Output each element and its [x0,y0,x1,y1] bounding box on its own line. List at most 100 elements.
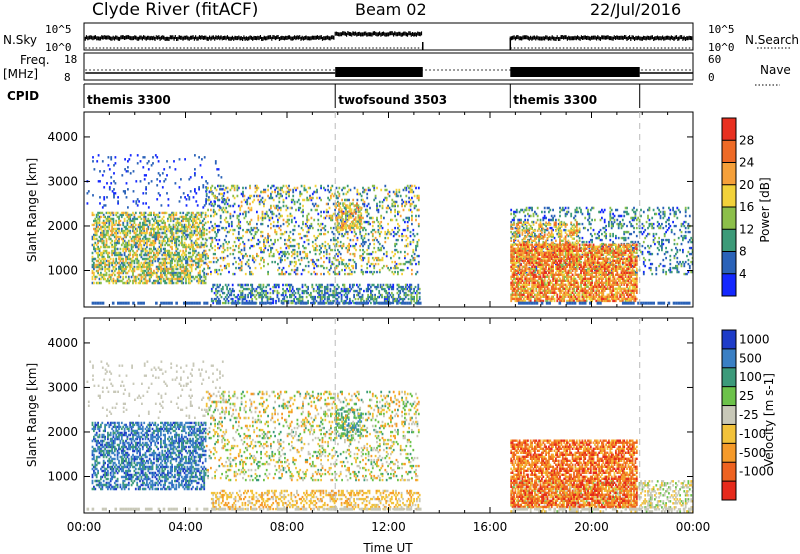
range-cell [203,301,206,305]
range-cell [403,301,407,305]
range-cell [241,301,244,305]
range-cell [566,301,569,305]
nave-tick-bottom: 0 [708,71,715,84]
xtick-label: 08:00 [270,520,305,534]
range-cell [312,507,315,511]
range-cell [162,507,166,511]
range-cell [251,507,255,511]
range-cell [629,507,633,511]
range-cell [662,301,666,305]
nsky-tick-bottom: 10^0 [45,41,72,54]
range-cell [91,301,95,305]
range-cell [127,507,130,511]
nsky-series [84,31,693,41]
range-cell [632,301,635,305]
colorbar-swatch [722,207,736,230]
range-cell [246,301,249,305]
range-cell [317,507,321,511]
range-cell [634,507,638,511]
range-cell [248,301,252,305]
range-cell [530,301,534,305]
freq-trace [85,67,693,77]
colorbar-tick-label: -25 [739,408,759,422]
range-cell [139,301,143,305]
range-cell [586,507,590,511]
range-cell [396,507,399,511]
colorbar-tick-label: 24 [739,156,754,170]
colorbar-swatch [722,140,736,163]
range-cell [132,507,135,511]
ytick-label: 3000 [47,174,78,188]
velocity-colorbar: 1000 500 100 25 -25 -100 -500 -1000 [721,329,774,501]
range-cell [251,301,255,305]
range-cell [644,507,648,511]
colorbar-tick-label: 28 [739,133,754,147]
colorbar-swatch [722,273,736,297]
range-cell [548,301,551,305]
range-cell [416,301,420,305]
range-cell [195,301,199,305]
freq-tick-top: 18 [64,53,77,66]
range-cell [535,301,539,305]
range-cell [675,301,678,305]
range-cell [119,507,123,511]
range-cell [172,507,176,511]
range-cell [101,507,105,511]
colorbar-swatch [722,162,736,186]
range-cell [317,301,321,305]
range-cell [332,507,336,511]
range-cell [583,301,587,305]
range-cell [370,507,374,511]
range-cell [132,301,135,305]
cpid-row: CPID themis 3300 twofsound 3503 themis 330… [7,83,693,108]
range-cell [297,507,300,511]
range-cell [588,507,592,511]
colorbar-swatch [722,330,736,350]
range-cell [167,507,171,511]
range-cell [578,301,582,305]
colorbar-swatch [722,367,736,387]
ytick-label: 1000 [47,263,78,277]
xtick-label: 00:00 [67,520,102,534]
nsky-label: N.Sky [3,33,37,47]
range-cell [347,507,351,511]
freq-label-2: [MHz] [3,67,38,81]
range-cell [281,301,285,305]
range-cell [236,507,239,511]
range-cell [687,507,691,511]
range-cell [408,301,412,305]
beam-title: Beam 02 [355,0,427,19]
range-cell [654,507,658,511]
colorbar-tick-label: -500 [739,446,766,460]
range-cell [545,301,549,305]
colorbar-tick-label: -1000 [739,465,774,479]
velocity-ylabel: Slant Range [km] [25,363,39,467]
ytick-label: 2000 [47,219,78,233]
range-cell [165,301,168,305]
range-cell [520,301,524,305]
range-cell [215,301,219,305]
range-cell [515,507,518,511]
range-cell [147,507,151,511]
range-cell [233,301,237,305]
range-cell [91,507,95,511]
range-cell [137,301,140,305]
freq-panel: Freq. [MHz] 18 8 60 0 Nave [3,52,791,86]
range-cell [517,301,521,305]
date-title: 22/Jul/2016 [590,0,681,19]
range-cell [284,507,288,511]
range-cell [533,301,536,305]
range-cell [218,301,222,305]
range-cell [685,301,688,305]
range-cell [342,301,346,305]
range-cell [682,507,686,511]
cpid-segments: themis 3300 twofsound 3503 themis 3300 [83,84,641,108]
range-cell [302,507,305,511]
range-cell [388,507,392,511]
range-cell [639,507,643,511]
power-ylabel: Slant Range [km] [25,158,39,262]
range-cell [687,301,691,305]
range-cell [355,301,359,305]
range-cell [398,507,402,511]
colorbar-tick-label: 4 [739,267,747,281]
